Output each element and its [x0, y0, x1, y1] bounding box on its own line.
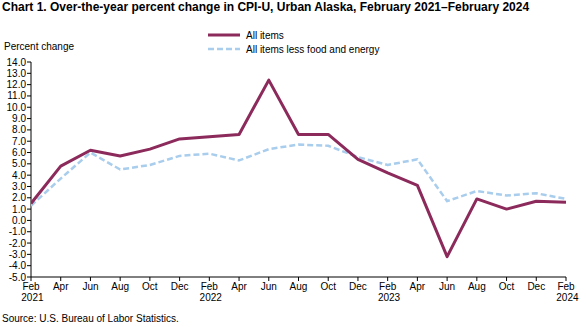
x-tick-label: Aug — [290, 281, 308, 292]
y-tick — [27, 107, 31, 108]
x-tick-label: Feb 2023 — [375, 281, 400, 303]
x-tick-label: Oct — [320, 281, 336, 292]
x-tick-label-line: Apr — [410, 281, 426, 292]
y-tick-label: 5.0 — [12, 158, 26, 169]
x-tick-label-line: 2024 — [553, 292, 578, 303]
x-tick-label-line: Feb — [22, 281, 40, 292]
x-tick-label-line: Dec — [527, 281, 545, 292]
y-tick — [27, 141, 31, 142]
y-tick-label: 12.0 — [7, 79, 27, 90]
x-tick-label: Dec — [171, 281, 189, 292]
x-tick-label-line: Jun — [82, 281, 98, 292]
y-tick — [27, 73, 31, 74]
y-tick-label: -3.0 — [9, 249, 27, 260]
y-tick — [27, 84, 31, 85]
x-tick-label: Apr — [231, 281, 247, 292]
y-tick-label: 9.0 — [12, 113, 26, 124]
x-tick-label: Feb 2024 — [553, 281, 578, 303]
x-tick-label: Feb 2021 — [18, 281, 43, 303]
x-tick-label: Aug — [111, 281, 129, 292]
x-tick-label-line: Aug — [290, 281, 308, 292]
y-tick — [27, 265, 31, 266]
x-tick-label-line: Apr — [53, 281, 69, 292]
x-tick-label: Jun — [261, 281, 277, 292]
y-tick-label: 10.0 — [7, 102, 27, 113]
y-tick — [27, 118, 31, 119]
x-tick-label-line: 2021 — [18, 292, 43, 303]
plot-area — [31, 80, 566, 257]
x-tick-label-line: Feb — [379, 281, 397, 292]
x-tick-label: Apr — [410, 281, 426, 292]
x-tick-label: Dec — [527, 281, 545, 292]
x-tick-label-line: Oct — [142, 281, 158, 292]
y-tick-label: 3.0 — [12, 181, 26, 192]
x-tick-label-line: 2022 — [197, 292, 222, 303]
x-tick-label-line: Jun — [261, 281, 277, 292]
y-tick — [27, 220, 31, 221]
y-tick — [27, 254, 31, 255]
title: Chart 1. Over-the-year percent change in… — [2, 1, 580, 14]
x-tick-label: Aug — [468, 281, 486, 292]
x-tick-label-line: Jun — [439, 281, 455, 292]
y-tick — [27, 231, 31, 232]
y-tick-label: -2.0 — [9, 238, 27, 249]
x-tick-label: Feb 2022 — [197, 281, 222, 303]
y-tick-label: 6.0 — [12, 147, 26, 158]
y-tick — [27, 175, 31, 176]
legend-key — [208, 34, 240, 37]
x-tick-label: Jun — [82, 281, 98, 292]
y-tick-label: -4.0 — [9, 260, 27, 271]
y-tick-label: 2.0 — [12, 192, 26, 203]
y-tick-label: -1.0 — [9, 226, 27, 237]
y-tick — [27, 209, 31, 210]
x-tick-label-line: Apr — [231, 281, 247, 292]
x-tick-label: Oct — [499, 281, 515, 292]
series-line — [31, 80, 566, 257]
y-tick — [27, 186, 31, 187]
legend-label: All items — [246, 30, 284, 41]
y-tick — [27, 62, 31, 63]
chart: Percent change 14.013.012.011.010.09.08.0… — [0, 0, 586, 327]
y-tick-label: 0.0 — [12, 215, 26, 226]
y-tick — [27, 277, 31, 278]
x-tick-label-line: Oct — [320, 281, 336, 292]
x-tick-label-line: Feb — [201, 281, 219, 292]
x-tick-label-line: Dec — [349, 281, 367, 292]
y-tick-label: 1.0 — [12, 204, 26, 215]
y-tick-label: 8.0 — [12, 124, 26, 135]
y-axis-label: Percent change — [4, 41, 74, 52]
x-tick-label: Jun — [439, 281, 455, 292]
x-tick-label-line: Aug — [111, 281, 129, 292]
x-tick-label: Oct — [142, 281, 158, 292]
legend-key — [208, 48, 240, 51]
y-axis — [31, 62, 32, 277]
x-tick-label-line: Aug — [468, 281, 486, 292]
y-tick — [27, 129, 31, 130]
y-tick-label: 13.0 — [7, 68, 27, 79]
source: Source: U.S. Bureau of Labor Statistics. — [2, 313, 179, 324]
x-tick-label: Apr — [53, 281, 69, 292]
legend-label: All items less food and energy — [246, 44, 379, 55]
y-tick-label: 4.0 — [12, 170, 26, 181]
y-tick — [27, 152, 31, 153]
y-tick — [27, 95, 31, 96]
x-tick-label-line: Oct — [499, 281, 515, 292]
x-tick-label-line: Feb — [557, 281, 575, 292]
y-tick — [27, 197, 31, 198]
y-tick-label: 7.0 — [12, 136, 26, 147]
y-tick — [27, 163, 31, 164]
x-tick-label-line: Dec — [171, 281, 189, 292]
y-tick-label: 14.0 — [7, 57, 27, 68]
y-tick — [27, 243, 31, 244]
x-tick-label: Dec — [349, 281, 367, 292]
y-tick-label: 11.0 — [7, 90, 26, 101]
x-tick-label-line: 2023 — [375, 292, 400, 303]
